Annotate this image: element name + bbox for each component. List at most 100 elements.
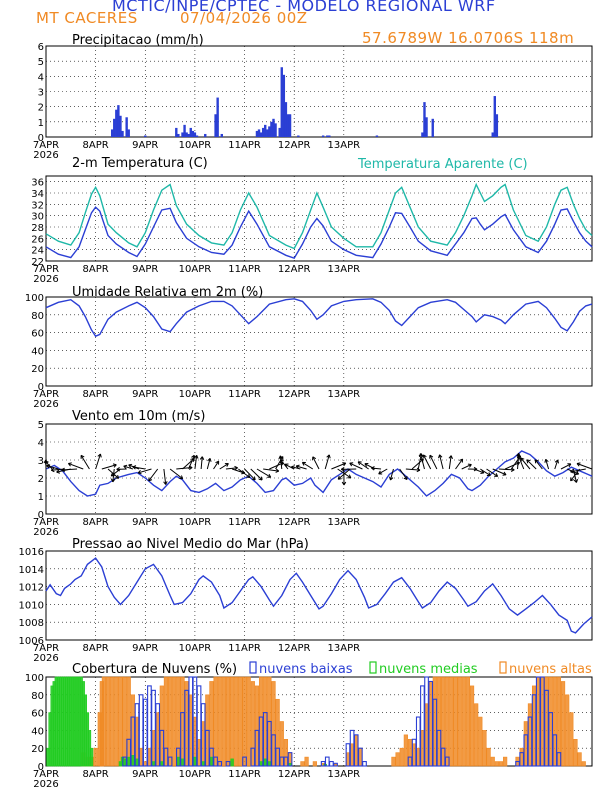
y-tick-label: 1 (38, 118, 44, 129)
cloud-bar (461, 676, 466, 767)
precip-bar (110, 129, 114, 137)
x-tick-label: 12APR (278, 643, 311, 654)
wind-arrow-head (378, 470, 383, 475)
wind-arrow (296, 465, 307, 470)
location-label: MT CACERES (36, 9, 138, 27)
x-tick-label: 7APR (33, 643, 59, 654)
wind-arrow-head (418, 453, 424, 458)
wind-arrow-head (567, 463, 572, 468)
wind-arrow-head (438, 454, 443, 459)
cloud-bar (457, 676, 462, 767)
y-tick-label: 26 (31, 234, 44, 245)
x-tick-label: 8APR (83, 264, 109, 275)
x-tick-label: 12APR (278, 264, 311, 275)
precip-bar (257, 129, 261, 137)
cloud-bar (399, 747, 404, 767)
cloud-bar (180, 758, 185, 767)
precip-bar (214, 114, 217, 137)
wind-arrow (560, 463, 572, 470)
y-tick-label: 3 (38, 456, 44, 467)
wind-arrow-head (448, 455, 453, 459)
x-tick-label: 13APR (328, 140, 361, 151)
wind-arrow (389, 468, 394, 481)
precip-bar (259, 132, 263, 137)
x-tick-label: 8APR (83, 769, 109, 780)
chart-title: MCTIC/INPE/CPTEC - MODELO REGIONAL WRF (112, 0, 496, 15)
wind-arrow (188, 455, 195, 470)
y-tick-label: 28 (31, 223, 44, 234)
cloud-bar (453, 676, 458, 767)
wind-arrow-head (67, 462, 72, 467)
wind-arrow (455, 458, 464, 470)
wind-arrow-head (116, 467, 120, 472)
x-tick-label: 9APR (132, 517, 158, 528)
x-tick-label: 12APR (278, 140, 311, 151)
y-tick-label: 40 (31, 726, 44, 737)
cloud-bar (225, 676, 231, 767)
cloud-bar (329, 760, 334, 767)
precip-bar (185, 132, 188, 137)
y-tick-label: 4 (38, 72, 44, 83)
precip-bar (175, 127, 178, 137)
x-tick-label: 8APR (83, 643, 109, 654)
y-tick-label: 80 (31, 691, 44, 702)
wind-arrow (498, 468, 515, 471)
wind-arrow-head (494, 473, 499, 477)
cloud-bar (131, 755, 135, 767)
wind-arrow (492, 468, 507, 476)
series-line (45, 450, 593, 497)
x-tick-label: 11APR (228, 389, 261, 400)
wind-arrow (576, 463, 593, 470)
cloud-bar (395, 752, 400, 767)
wind-arrow (194, 455, 198, 470)
wind-arrow (534, 459, 543, 470)
legend-swatch (249, 661, 257, 674)
y-tick-label: 0 (38, 382, 44, 393)
cloud-bar (469, 685, 475, 767)
wind-arrow-head (534, 459, 539, 464)
legend-swatch (369, 661, 377, 674)
panel-frame (45, 296, 593, 387)
wind-arrow (280, 459, 289, 470)
cloud-bar (167, 756, 173, 767)
wind-arrow (137, 468, 152, 474)
cloud-bar (482, 730, 487, 767)
wind-arrow-head (246, 474, 251, 479)
y-tick-label: 24 (31, 246, 44, 257)
x-tick-label: 10APR (179, 769, 212, 780)
wind-arrow-head (123, 464, 128, 470)
wind-arrow-head (347, 474, 352, 479)
wind-arrow-head (573, 479, 579, 483)
cloud-bar (151, 761, 156, 767)
panel-title: 2-m Temperatura (C) (72, 156, 208, 171)
precip-bar (425, 117, 428, 137)
wind-arrow (448, 455, 452, 470)
x-tick-label: 7APR (33, 264, 59, 275)
wind-arrow (331, 462, 346, 470)
wind-arrow-head (199, 456, 205, 460)
wind-arrow-head (364, 462, 369, 467)
wind-arrow (291, 466, 301, 470)
wind-arrow-head (371, 466, 375, 471)
precip-bar (255, 130, 259, 137)
wind-arrow-head (115, 474, 120, 479)
cloud-bar (556, 752, 562, 767)
cloud-bar (122, 758, 127, 767)
cloud-bar (221, 676, 226, 767)
cloud-bar (560, 681, 566, 767)
cloud-bar (474, 703, 479, 767)
wind-arrow (473, 468, 485, 474)
cloud-bar (503, 756, 508, 767)
wind-arrow-head (128, 463, 133, 468)
wind-arrow (517, 454, 525, 470)
precip-bar (280, 67, 283, 137)
precip-bar (375, 135, 379, 137)
wind-arrow-head (132, 465, 137, 470)
x-tick-label: 9APR (132, 140, 158, 151)
x-tick-label: 13APR (328, 643, 361, 654)
cloud-bar (573, 738, 578, 767)
wind-arrow-head (467, 463, 472, 468)
wind-arrow (250, 468, 263, 481)
precip-bar (288, 114, 292, 137)
wind-arrow-head (502, 471, 507, 476)
